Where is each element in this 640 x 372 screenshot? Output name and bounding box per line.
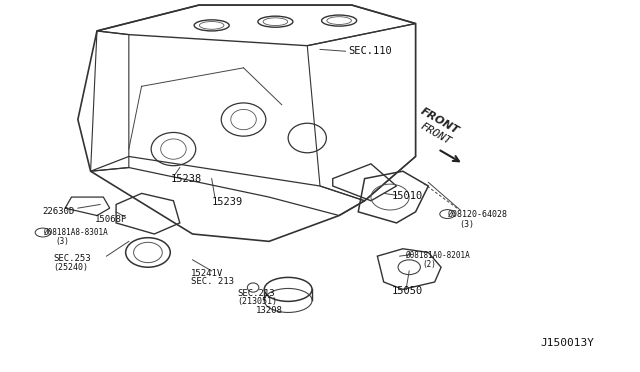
Text: (25240): (25240) xyxy=(54,263,89,272)
Text: SEC.253: SEC.253 xyxy=(54,254,92,263)
Text: 15068F: 15068F xyxy=(95,215,127,224)
Text: (2): (2) xyxy=(422,260,436,269)
Text: SEC.110: SEC.110 xyxy=(348,46,392,56)
Text: 15241V: 15241V xyxy=(191,269,223,278)
Text: FRONT: FRONT xyxy=(419,106,461,136)
Text: 15050: 15050 xyxy=(392,286,422,296)
Text: SEC. 213: SEC. 213 xyxy=(191,278,234,286)
Text: 13208: 13208 xyxy=(256,306,283,315)
Text: J150013Y: J150013Y xyxy=(540,339,594,349)
Text: SEC.213: SEC.213 xyxy=(237,289,275,298)
Text: 15238: 15238 xyxy=(171,174,202,185)
Text: (213051): (213051) xyxy=(237,297,277,306)
Text: FRONT: FRONT xyxy=(419,121,453,146)
Text: Ø08120-64028: Ø08120-64028 xyxy=(447,209,508,219)
Text: 22630D: 22630D xyxy=(43,206,75,216)
Text: Ø08181A8-8301A: Ø08181A8-8301A xyxy=(43,228,108,237)
Text: Ø08181A0-8201A: Ø08181A0-8201A xyxy=(405,251,470,260)
Text: 15239: 15239 xyxy=(212,196,243,206)
Text: (3): (3) xyxy=(56,237,69,246)
Text: 15010: 15010 xyxy=(392,191,422,201)
Text: (3): (3) xyxy=(459,220,474,229)
